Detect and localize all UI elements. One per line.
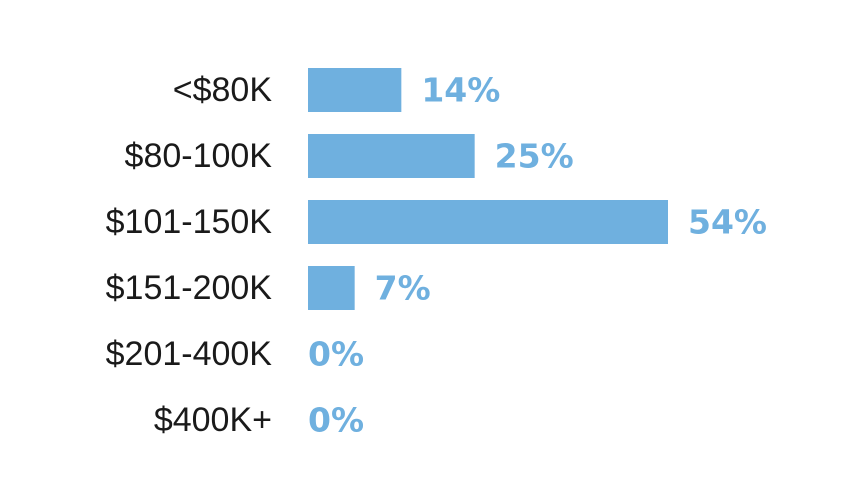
category-label: $101-150K [106, 203, 273, 241]
value-labels-group: 14% 25% 54% 7% 0% 0% [308, 71, 767, 440]
bar [308, 266, 355, 310]
value-label: 0% [308, 401, 364, 440]
value-label: 25% [495, 137, 574, 176]
bar [308, 68, 402, 112]
value-label: 14% [421, 71, 500, 110]
category-label: <$80K [173, 71, 273, 109]
value-label: 0% [308, 335, 364, 374]
category-label: $151-200K [106, 269, 273, 307]
category-label: $201-400K [106, 335, 273, 373]
value-label: 7% [375, 269, 431, 308]
bars-group [308, 68, 668, 310]
category-labels-group: <$80K $80-100K $101-150K $151-200K $201-400K… [106, 71, 273, 439]
bar [308, 134, 475, 178]
category-label: $80-100K [125, 137, 273, 175]
value-label: 54% [688, 203, 767, 242]
bar [308, 200, 668, 244]
category-label: $400K+ [154, 401, 272, 439]
